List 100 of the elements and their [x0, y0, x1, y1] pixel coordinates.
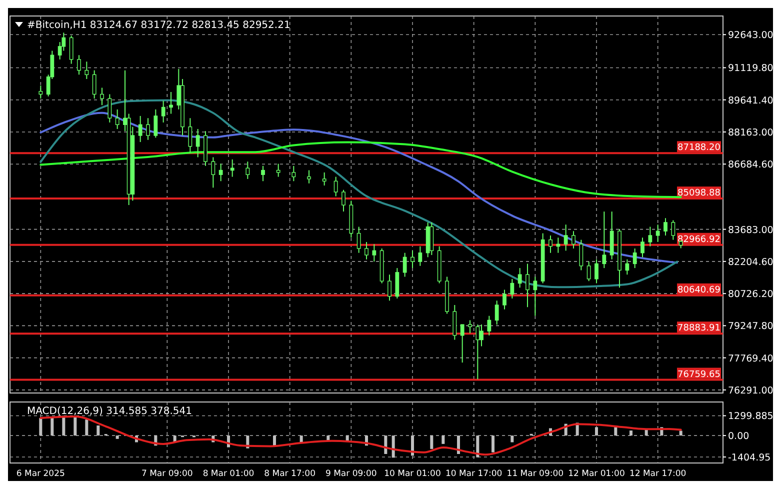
- candlestick: [388, 274, 392, 302]
- y-tick-label: 82204.60: [728, 256, 774, 268]
- x-tick-label: 10 Mar 01:00: [384, 469, 441, 479]
- bar: [50, 417, 54, 436]
- candlestick: [518, 268, 522, 288]
- bar: [346, 436, 349, 441]
- candlestick: [115, 108, 120, 130]
- candlestick: [556, 237, 560, 254]
- y-tick-label: -1404.95: [728, 452, 771, 464]
- candlestick: [402, 252, 407, 278]
- x-tick-label: 7 Mar 09:00: [141, 469, 193, 479]
- y-tick-label: 91119.80: [728, 63, 774, 74]
- bar: [96, 425, 100, 436]
- candlestick: [410, 250, 414, 269]
- candlestick: [460, 324, 464, 364]
- candlestick: [671, 220, 676, 240]
- candlestick: [188, 118, 192, 154]
- candlestick: [572, 230, 576, 249]
- x-tick-label: 11 Mar 09:00: [506, 469, 564, 479]
- x-tick-label: 12 Mar 17:00: [629, 469, 686, 479]
- candlestick: [334, 176, 338, 197]
- line-series: [40, 99, 678, 288]
- bar: [510, 436, 514, 442]
- line-series: [40, 112, 678, 264]
- candlestick: [218, 163, 223, 182]
- candlestick: [69, 35, 74, 64]
- y-tick-label: 0.00: [728, 431, 750, 442]
- candlestick: [476, 324, 480, 380]
- candlestick: [648, 226, 652, 247]
- candlestick: [38, 85, 43, 100]
- candlestick: [92, 70, 96, 100]
- candlestick: [342, 189, 346, 212]
- candlestick: [610, 211, 614, 260]
- x-tick-label: 8 Mar 17:00: [264, 469, 316, 479]
- candlestick: [656, 224, 660, 242]
- candlestick: [579, 239, 584, 271]
- candlestick: [502, 289, 506, 310]
- bar: [74, 417, 77, 436]
- bar: [39, 418, 42, 436]
- x-tick-label: 12 Mar 01:00: [568, 469, 625, 479]
- bar: [85, 420, 88, 436]
- bar: [430, 436, 434, 449]
- bar: [630, 430, 632, 436]
- bar: [442, 436, 445, 444]
- candlestick: [77, 54, 81, 76]
- candlestick: [632, 248, 637, 269]
- ref-line-label: 78883.91: [678, 324, 720, 334]
- candlestick: [261, 165, 265, 182]
- y-tick-label: 89641.40: [728, 95, 774, 106]
- bar: [492, 436, 494, 452]
- candlestick: [602, 211, 606, 269]
- y-tick-label: 88163.00: [728, 127, 774, 138]
- candlestick: [640, 237, 644, 258]
- candlestick: [625, 258, 630, 276]
- x-tick-label: 6 Mar 2025: [16, 469, 65, 479]
- bar: [614, 427, 618, 436]
- candlestick: [564, 224, 568, 252]
- candlestick: [307, 170, 311, 184]
- candlestick: [169, 92, 173, 114]
- x-tick-label: 9 Mar 09:00: [325, 469, 377, 479]
- y-tick-label: 77769.40: [728, 353, 774, 364]
- y-tick-label: 76291.00: [728, 385, 774, 396]
- candlestick: [586, 261, 591, 282]
- bar: [300, 436, 303, 442]
- candlestick: [664, 218, 668, 236]
- candlestick: [452, 304, 457, 340]
- candlestick: [138, 115, 142, 143]
- y-tick-label: 83683.00: [728, 224, 774, 236]
- bar: [116, 436, 119, 439]
- candlestick: [494, 300, 499, 326]
- ref-line-label: 87188.20: [678, 143, 721, 154]
- candlestick: [161, 100, 166, 123]
- candlestick: [211, 156, 216, 188]
- candlestick: [594, 258, 598, 284]
- x-tick-label: 8 Mar 01:00: [202, 469, 254, 479]
- candlestick: [292, 165, 296, 182]
- y-tick-label: 86684.60: [728, 160, 774, 171]
- y-tick-label: 79247.80: [728, 321, 774, 332]
- candlestick: [548, 234, 552, 254]
- candlestick: [154, 108, 158, 138]
- candlestick: [276, 163, 280, 178]
- candlestick: [468, 320, 472, 334]
- x-tick-label: 10 Mar 17:00: [445, 469, 502, 479]
- bar: [62, 416, 66, 436]
- candlestick: [108, 94, 112, 123]
- candlestick: [84, 61, 89, 80]
- candlestick: [430, 222, 434, 256]
- candlestick: [526, 263, 530, 308]
- ref-line-label: 82966.92: [678, 234, 720, 245]
- candlestick: [322, 172, 326, 186]
- ref-line-label: 85098.88: [678, 188, 721, 199]
- bar: [326, 436, 330, 441]
- y-tick-label: 80726.20: [728, 289, 774, 300]
- candlestick: [356, 226, 361, 254]
- candlestick: [230, 158, 234, 178]
- candlestick: [372, 244, 376, 262]
- bar: [595, 427, 598, 436]
- candlestick: [395, 268, 400, 299]
- candlestick: [364, 241, 368, 260]
- candlestick: [246, 161, 250, 180]
